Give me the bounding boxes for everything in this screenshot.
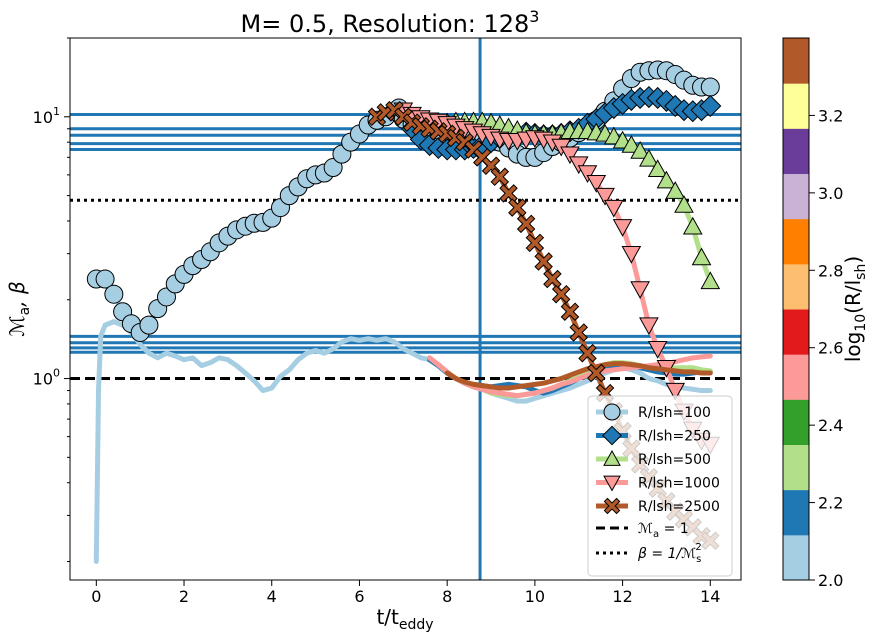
colorbar-tick-label-6: 3.2 — [818, 106, 843, 125]
colorbar-tick-label-2: 2.4 — [818, 416, 843, 435]
colorbar-segment-4 — [783, 354, 809, 400]
y-axis: 100 101 — [33, 37, 70, 563]
legend-entries: R/lsh=100 R/lsh=250 R/lsh=500 R/lsh=1000 R/l… — [596, 403, 720, 515]
series-3-point-29 — [647, 341, 668, 359]
series-2-point-30 — [682, 216, 703, 235]
series-4-point-14 — [490, 167, 510, 187]
x-axis-label: t/teddy — [376, 605, 433, 633]
series-3-point-20 — [568, 156, 589, 175]
legend-label-1: R/lsh=250 — [638, 429, 711, 445]
series-3-point-25 — [612, 219, 633, 237]
x-tick-label-7: 14 — [700, 587, 720, 606]
y-tick-label-1: 101 — [33, 105, 60, 127]
colorbar-segment-5 — [783, 309, 809, 355]
colorbar-tick-label-0: 2.0 — [818, 571, 843, 590]
legend-label-beta: β = 1/ℳs2 — [637, 542, 702, 565]
series-4-point-24 — [578, 343, 597, 363]
series-3-point-21 — [577, 165, 598, 184]
series-3-point-19 — [560, 146, 580, 165]
x-tick-label-4: 8 — [442, 587, 452, 606]
series-2-point-23 — [621, 135, 642, 153]
y-tick-label-0: 100 — [33, 367, 60, 389]
colorbar-tick-label-5: 3.0 — [818, 184, 843, 203]
series-3-point-31 — [665, 382, 686, 401]
colorbar-label: log10(R/lsh) — [841, 256, 869, 362]
plot-frame — [69, 37, 742, 581]
series-layer — [86, 60, 722, 565]
x-tick-label-1: 2 — [179, 587, 189, 606]
legend-swatch-marker-2 — [603, 449, 621, 466]
x-tick-label-0: 0 — [91, 587, 101, 606]
colorbar-tick-label-4: 2.8 — [818, 261, 843, 280]
colorbar-segment-2 — [783, 444, 809, 491]
plot-area — [70, 38, 741, 580]
series-0-point-1 — [95, 269, 115, 289]
legend-swatch-marker-4 — [603, 497, 621, 515]
colorbar-segment-1 — [783, 489, 809, 536]
x-axis: 0 2 4 6 8 10 12 14 — [91, 580, 720, 606]
colorbar-segment-6 — [783, 263, 809, 310]
colorbar-segment-8 — [783, 173, 809, 220]
colorbar-ticks: 2.0 2.2 2.4 2.6 2.8 3.0 3.2 — [809, 106, 843, 590]
series-3-point-23 — [595, 187, 615, 206]
series-2-point-25 — [639, 148, 659, 167]
series-4-point-18 — [525, 233, 545, 253]
series-1-point-34 — [699, 94, 722, 118]
legend-box — [587, 395, 733, 577]
colorbar-tick-label-1: 2.2 — [818, 494, 843, 513]
series-0-point-71 — [700, 77, 720, 97]
series-3-point-22 — [586, 175, 607, 193]
series-4-point-25 — [587, 363, 606, 383]
series-2-point-24 — [630, 140, 650, 159]
series-4-point-21 — [551, 284, 571, 304]
chart-title: M= 0.5, Resolution: 1283 — [241, 7, 540, 38]
colorbar-segment-10 — [783, 83, 809, 129]
colorbar-segment-11 — [783, 38, 809, 84]
legend-swatch-marker-1 — [602, 425, 622, 446]
series-4-point-22 — [560, 302, 580, 321]
series-3-point-27 — [630, 281, 650, 299]
series-4-ma-line — [444, 361, 713, 391]
colorbar-tick-label-3: 2.6 — [818, 339, 843, 358]
legend-label-2: R/lsh=500 — [638, 452, 711, 468]
colorbar-segment-3 — [783, 399, 809, 445]
colorbar-segment-0 — [783, 534, 809, 581]
series-3-point-26 — [621, 245, 642, 264]
series-2-point-28 — [665, 181, 686, 199]
x-tick-label-6: 12 — [612, 587, 632, 606]
colorbar-frame — [782, 37, 810, 581]
x-tick-label-2: 4 — [267, 587, 277, 606]
series-0-point-6 — [139, 315, 159, 335]
legend-label-4: R/lsh=2500 — [638, 499, 720, 515]
series-0-point-27 — [323, 158, 343, 178]
y-axis-label: ℳa, β — [5, 281, 33, 337]
legend-label-ma1: ℳa = 1 — [638, 521, 689, 540]
series-3-point-28 — [639, 317, 659, 336]
legend-label-0: R/lsh=100 — [638, 405, 711, 421]
series-2-point-29 — [674, 195, 694, 213]
colorbar-segment-9 — [783, 128, 809, 174]
x-tick-label-3: 6 — [354, 587, 364, 606]
colorbar-segment-7 — [783, 218, 809, 265]
legend-swatch-marker-0 — [603, 403, 621, 421]
series-0-point-8 — [156, 287, 176, 307]
series-2-point-31 — [691, 247, 712, 266]
x-tick-label-5: 10 — [525, 587, 545, 606]
series-3 — [393, 102, 721, 455]
series-0-point-2 — [104, 284, 124, 304]
series-2-point-27 — [656, 170, 677, 189]
colorbar-segments — [783, 38, 809, 581]
series-4-point-23 — [569, 323, 588, 342]
legend-swatch-marker-3 — [603, 475, 621, 492]
series-2-point-32 — [700, 271, 721, 290]
legend: R/lsh=100 R/lsh=250 R/lsh=500 R/lsh=1000 R/l… — [587, 395, 733, 577]
series-2-point-26 — [647, 159, 668, 178]
series-3-point-24 — [603, 199, 624, 218]
legend-label-3: R/lsh=1000 — [638, 476, 720, 492]
series-4-point-19 — [534, 252, 553, 271]
colorbar: 2.0 2.2 2.4 2.6 2.8 3.0 3.2 log10(R/lsh) — [782, 37, 869, 590]
series-4-point-17 — [516, 214, 536, 234]
